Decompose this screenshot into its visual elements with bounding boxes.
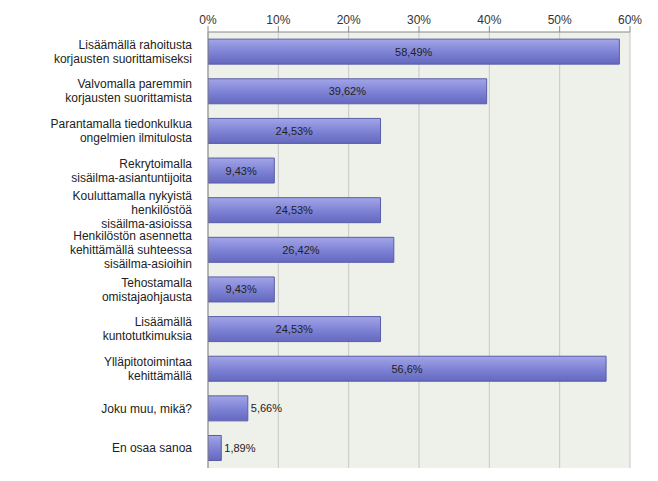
svg-text:Lisäämällä rahoitusta: Lisäämällä rahoitusta — [79, 38, 193, 52]
svg-text:Lisäämällä: Lisäämällä — [135, 315, 193, 329]
svg-text:40%: 40% — [477, 13, 501, 27]
svg-text:sisäilma-asioissa: sisäilma-asioissa — [101, 217, 192, 232]
svg-text:30%: 30% — [407, 13, 431, 27]
svg-text:5,66%: 5,66% — [251, 402, 282, 414]
svg-text:henkilöstöä: henkilöstöä — [131, 203, 192, 217]
svg-text:kehittämällä: kehittämällä — [128, 369, 192, 383]
svg-text:9,43%: 9,43% — [226, 165, 257, 177]
svg-text:korjausten suorittamista: korjausten suorittamista — [65, 91, 192, 105]
svg-text:omistajaohjausta: omistajaohjausta — [102, 290, 192, 304]
svg-text:kehittämällä suhteessa: kehittämällä suhteessa — [70, 243, 192, 257]
svg-text:1,89%: 1,89% — [224, 442, 255, 454]
svg-text:56,6%: 56,6% — [391, 363, 422, 375]
svg-text:24,53%: 24,53% — [276, 204, 314, 216]
svg-text:10%: 10% — [266, 13, 290, 27]
svg-text:60%: 60% — [618, 13, 642, 27]
svg-text:Parantamalla tiedonkulkua: Parantamalla tiedonkulkua — [51, 117, 193, 131]
svg-text:26,42%: 26,42% — [282, 244, 320, 256]
svg-text:Tehostamalla: Tehostamalla — [121, 276, 192, 290]
svg-text:Ylläpitotoimintaa: Ylläpitotoimintaa — [104, 355, 192, 369]
svg-text:sisäilma-asiantuntijoita: sisäilma-asiantuntijoita — [71, 171, 192, 185]
svg-text:58,49%: 58,49% — [395, 46, 433, 58]
svg-text:sisäilma-asioihin: sisäilma-asioihin — [104, 257, 192, 271]
svg-text:39,62%: 39,62% — [329, 85, 367, 97]
svg-text:korjausten suorittamiseksi: korjausten suorittamiseksi — [54, 52, 192, 66]
svg-text:Henkilöstön asennetta: Henkilöstön asennetta — [73, 229, 192, 243]
svg-text:kuntotutkimuksia: kuntotutkimuksia — [103, 329, 193, 343]
svg-text:24,53%: 24,53% — [276, 125, 314, 137]
svg-text:9,43%: 9,43% — [226, 283, 257, 295]
svg-text:50%: 50% — [548, 13, 572, 27]
svg-text:Joku muu, mikä?: Joku muu, mikä? — [101, 402, 192, 416]
svg-text:20%: 20% — [337, 13, 361, 27]
svg-text:24,53%: 24,53% — [276, 323, 314, 335]
svg-text:Valvomalla paremmin: Valvomalla paremmin — [78, 77, 193, 91]
svg-text:0%: 0% — [199, 13, 217, 27]
svg-text:Rekrytoimalla: Rekrytoimalla — [119, 157, 192, 171]
svg-text:Kouluttamalla nykyistä: Kouluttamalla nykyistä — [73, 189, 193, 203]
svg-text:ongelmien ilmitulosta: ongelmien ilmitulosta — [80, 131, 192, 145]
svg-text:En osaa sanoa: En osaa sanoa — [112, 441, 192, 455]
